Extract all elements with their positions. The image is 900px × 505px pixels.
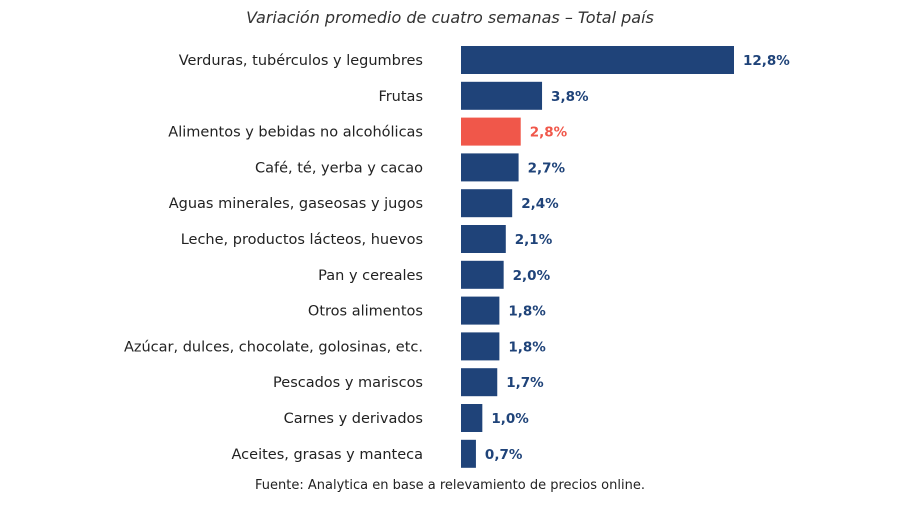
- category-label: Carnes y derivados: [284, 411, 423, 427]
- category-label: Pan y cereales: [318, 268, 423, 284]
- category-label: Verduras, tubérculos y legumbres: [179, 53, 423, 69]
- category-label: Aguas minerales, gaseosas y jugos: [169, 196, 423, 212]
- value-label: 12,8%: [743, 53, 790, 69]
- bar: [461, 189, 513, 218]
- bar: [461, 404, 483, 432]
- bar: [461, 153, 519, 182]
- bar: [461, 225, 506, 253]
- bar-highlight: [461, 117, 521, 146]
- value-label: 2,8%: [530, 125, 568, 141]
- category-label: Pescados y mariscos: [273, 375, 423, 391]
- category-label: Alimentos y bebidas no alcohólicas: [168, 125, 423, 141]
- value-label: 2,1%: [515, 232, 553, 248]
- category-label: Leche, productos lácteos, huevos: [181, 232, 423, 248]
- value-label: 2,0%: [513, 268, 551, 284]
- value-label: 1,8%: [508, 339, 546, 355]
- value-label: 2,7%: [528, 160, 566, 176]
- value-label: 1,7%: [506, 375, 544, 391]
- value-label: 1,0%: [491, 411, 529, 427]
- bar: [461, 439, 476, 468]
- bar: [461, 368, 498, 397]
- bar: [461, 296, 500, 325]
- bar: [461, 332, 500, 361]
- value-label: 0,7%: [485, 447, 523, 463]
- category-label: Frutas: [378, 89, 423, 105]
- value-label: 2,4%: [521, 196, 559, 212]
- bar: [461, 260, 504, 289]
- category-label: Azúcar, dulces, chocolate, golosinas, et…: [124, 339, 423, 355]
- category-label: Aceites, grasas y manteca: [232, 447, 423, 463]
- chart-title: Variación promedio de cuatro semanas – T…: [246, 8, 654, 27]
- category-label: Otros alimentos: [308, 304, 423, 320]
- value-label: 3,8%: [551, 89, 589, 105]
- bar: [461, 46, 734, 74]
- bar: [461, 81, 543, 110]
- category-label: Café, té, yerba y cacao: [255, 160, 423, 176]
- value-label: 1,8%: [508, 304, 546, 320]
- chart-source: Fuente: Analytica en base a relevamiento…: [255, 478, 645, 493]
